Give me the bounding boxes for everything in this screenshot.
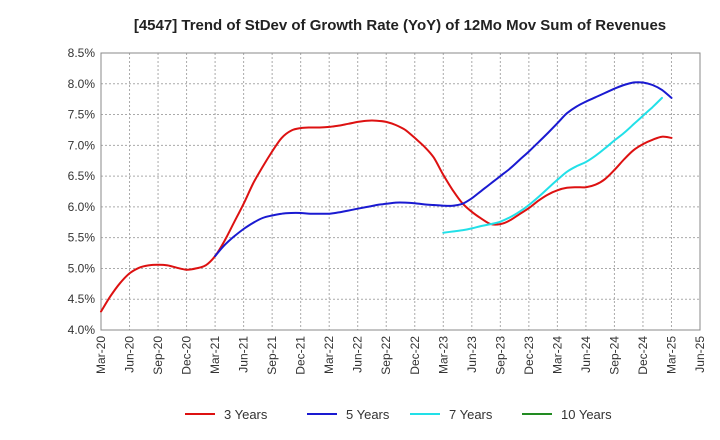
x-tick-label: Dec-21 xyxy=(294,336,308,375)
y-tick-label: 6.5% xyxy=(68,169,96,183)
y-tick-label: 6.0% xyxy=(68,200,96,214)
x-tick-label: Sep-23 xyxy=(493,336,507,375)
y-tick-label: 5.0% xyxy=(68,261,96,275)
y-tick-label: 4.5% xyxy=(68,292,96,306)
y-tick-label: 7.0% xyxy=(68,138,96,152)
legend-label-3-years: 3 Years xyxy=(224,407,268,422)
x-tick-label: Sep-24 xyxy=(607,336,621,375)
y-tick-label: 8.0% xyxy=(68,77,96,91)
x-tick-label: Sep-22 xyxy=(379,336,393,375)
x-tick-label: Sep-21 xyxy=(265,336,279,375)
chart-title: [4547] Trend of StDev of Growth Rate (Yo… xyxy=(134,17,666,34)
x-tick-label: Dec-24 xyxy=(636,336,650,375)
x-tick-label: Sep-20 xyxy=(151,336,165,375)
x-axis: Mar-20 Jun-20 Sep-20 Dec-20 Mar-21 Jun-21 Sep-… xyxy=(94,336,707,375)
x-tick-label: Jun-24 xyxy=(579,336,593,373)
legend-label-7-years: 7 Years xyxy=(449,407,493,422)
x-tick-label: Jun-23 xyxy=(465,336,479,373)
y-tick-label: 4.0% xyxy=(68,323,96,337)
series-line-3-years xyxy=(100,119,673,313)
x-tick-label: Mar-22 xyxy=(322,336,336,374)
x-tick-label: Mar-21 xyxy=(208,336,222,374)
x-tick-label: Mar-24 xyxy=(550,336,564,374)
series-line-7-years xyxy=(442,96,663,234)
x-tick-label: Jun-25 xyxy=(693,336,707,373)
legend-label-5-years: 5 Years xyxy=(346,407,390,422)
grid xyxy=(100,52,701,331)
y-tick-label: 5.5% xyxy=(68,231,96,245)
x-tick-label: Mar-23 xyxy=(436,336,450,374)
y-tick-label: 7.5% xyxy=(68,108,96,122)
x-tick-label: Jun-21 xyxy=(237,336,251,373)
y-axis: 4.0% 4.5% 5.0% 5.5% 6.0% 6.5% 7.0% 7.5% 8.0% 8.5% xyxy=(68,46,96,337)
x-tick-label: Mar-20 xyxy=(94,336,108,374)
x-tick-label: Dec-22 xyxy=(408,336,422,375)
series-lines xyxy=(100,81,673,313)
x-tick-label: Dec-20 xyxy=(180,336,194,375)
x-tick-label: Jun-20 xyxy=(123,336,137,373)
y-tick-label: 8.5% xyxy=(68,46,96,60)
x-tick-label: Mar-25 xyxy=(664,336,678,374)
x-tick-label: Jun-22 xyxy=(351,336,365,373)
legend-label-10-years: 10 Years xyxy=(561,407,612,422)
plot-area xyxy=(100,52,701,331)
x-tick-label: Dec-23 xyxy=(522,336,536,375)
series-line-5-years xyxy=(214,81,673,258)
legend: 3 Years 5 Years 7 Years 10 Years xyxy=(185,407,612,422)
